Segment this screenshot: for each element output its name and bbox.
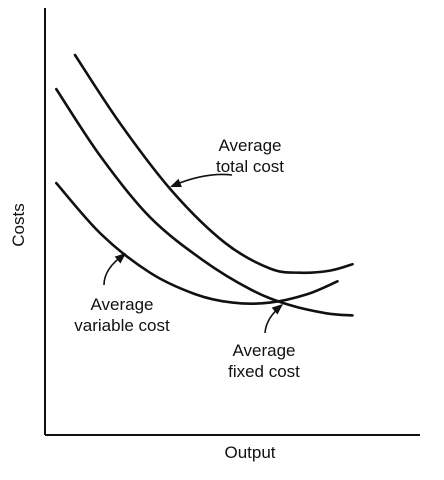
x-axis-label: Output	[224, 443, 275, 462]
curve-average-fixed-cost	[55, 87, 354, 317]
annotation-line: Average	[90, 295, 153, 314]
annotation-line: total cost	[216, 157, 284, 176]
curves	[55, 53, 354, 317]
arrowhead-icon	[114, 253, 126, 264]
y-axis-label: Costs	[9, 203, 28, 246]
annotation-line: Average	[232, 341, 295, 360]
axes	[44, 8, 420, 436]
annotation-line: variable cost	[74, 316, 170, 335]
annotation-average-variable-cost: Average variable cost	[74, 253, 170, 335]
annotation-average-fixed-cost: Average fixed cost	[228, 304, 300, 381]
annotation-average-total-cost: Average total cost	[170, 136, 284, 188]
annotation-line: Average	[218, 136, 281, 155]
arrowhead-icon	[271, 304, 283, 315]
annotation-label: Average variable cost	[74, 295, 170, 335]
annotation-label: Average fixed cost	[228, 341, 300, 381]
annotation-label: Average total cost	[216, 136, 284, 176]
annotation-line: fixed cost	[228, 362, 300, 381]
annotation-pointer	[171, 173, 233, 187]
curve-average-total-cost	[73, 53, 354, 275]
curve-average-variable-cost	[55, 181, 339, 306]
arrowhead-icon	[170, 178, 182, 188]
